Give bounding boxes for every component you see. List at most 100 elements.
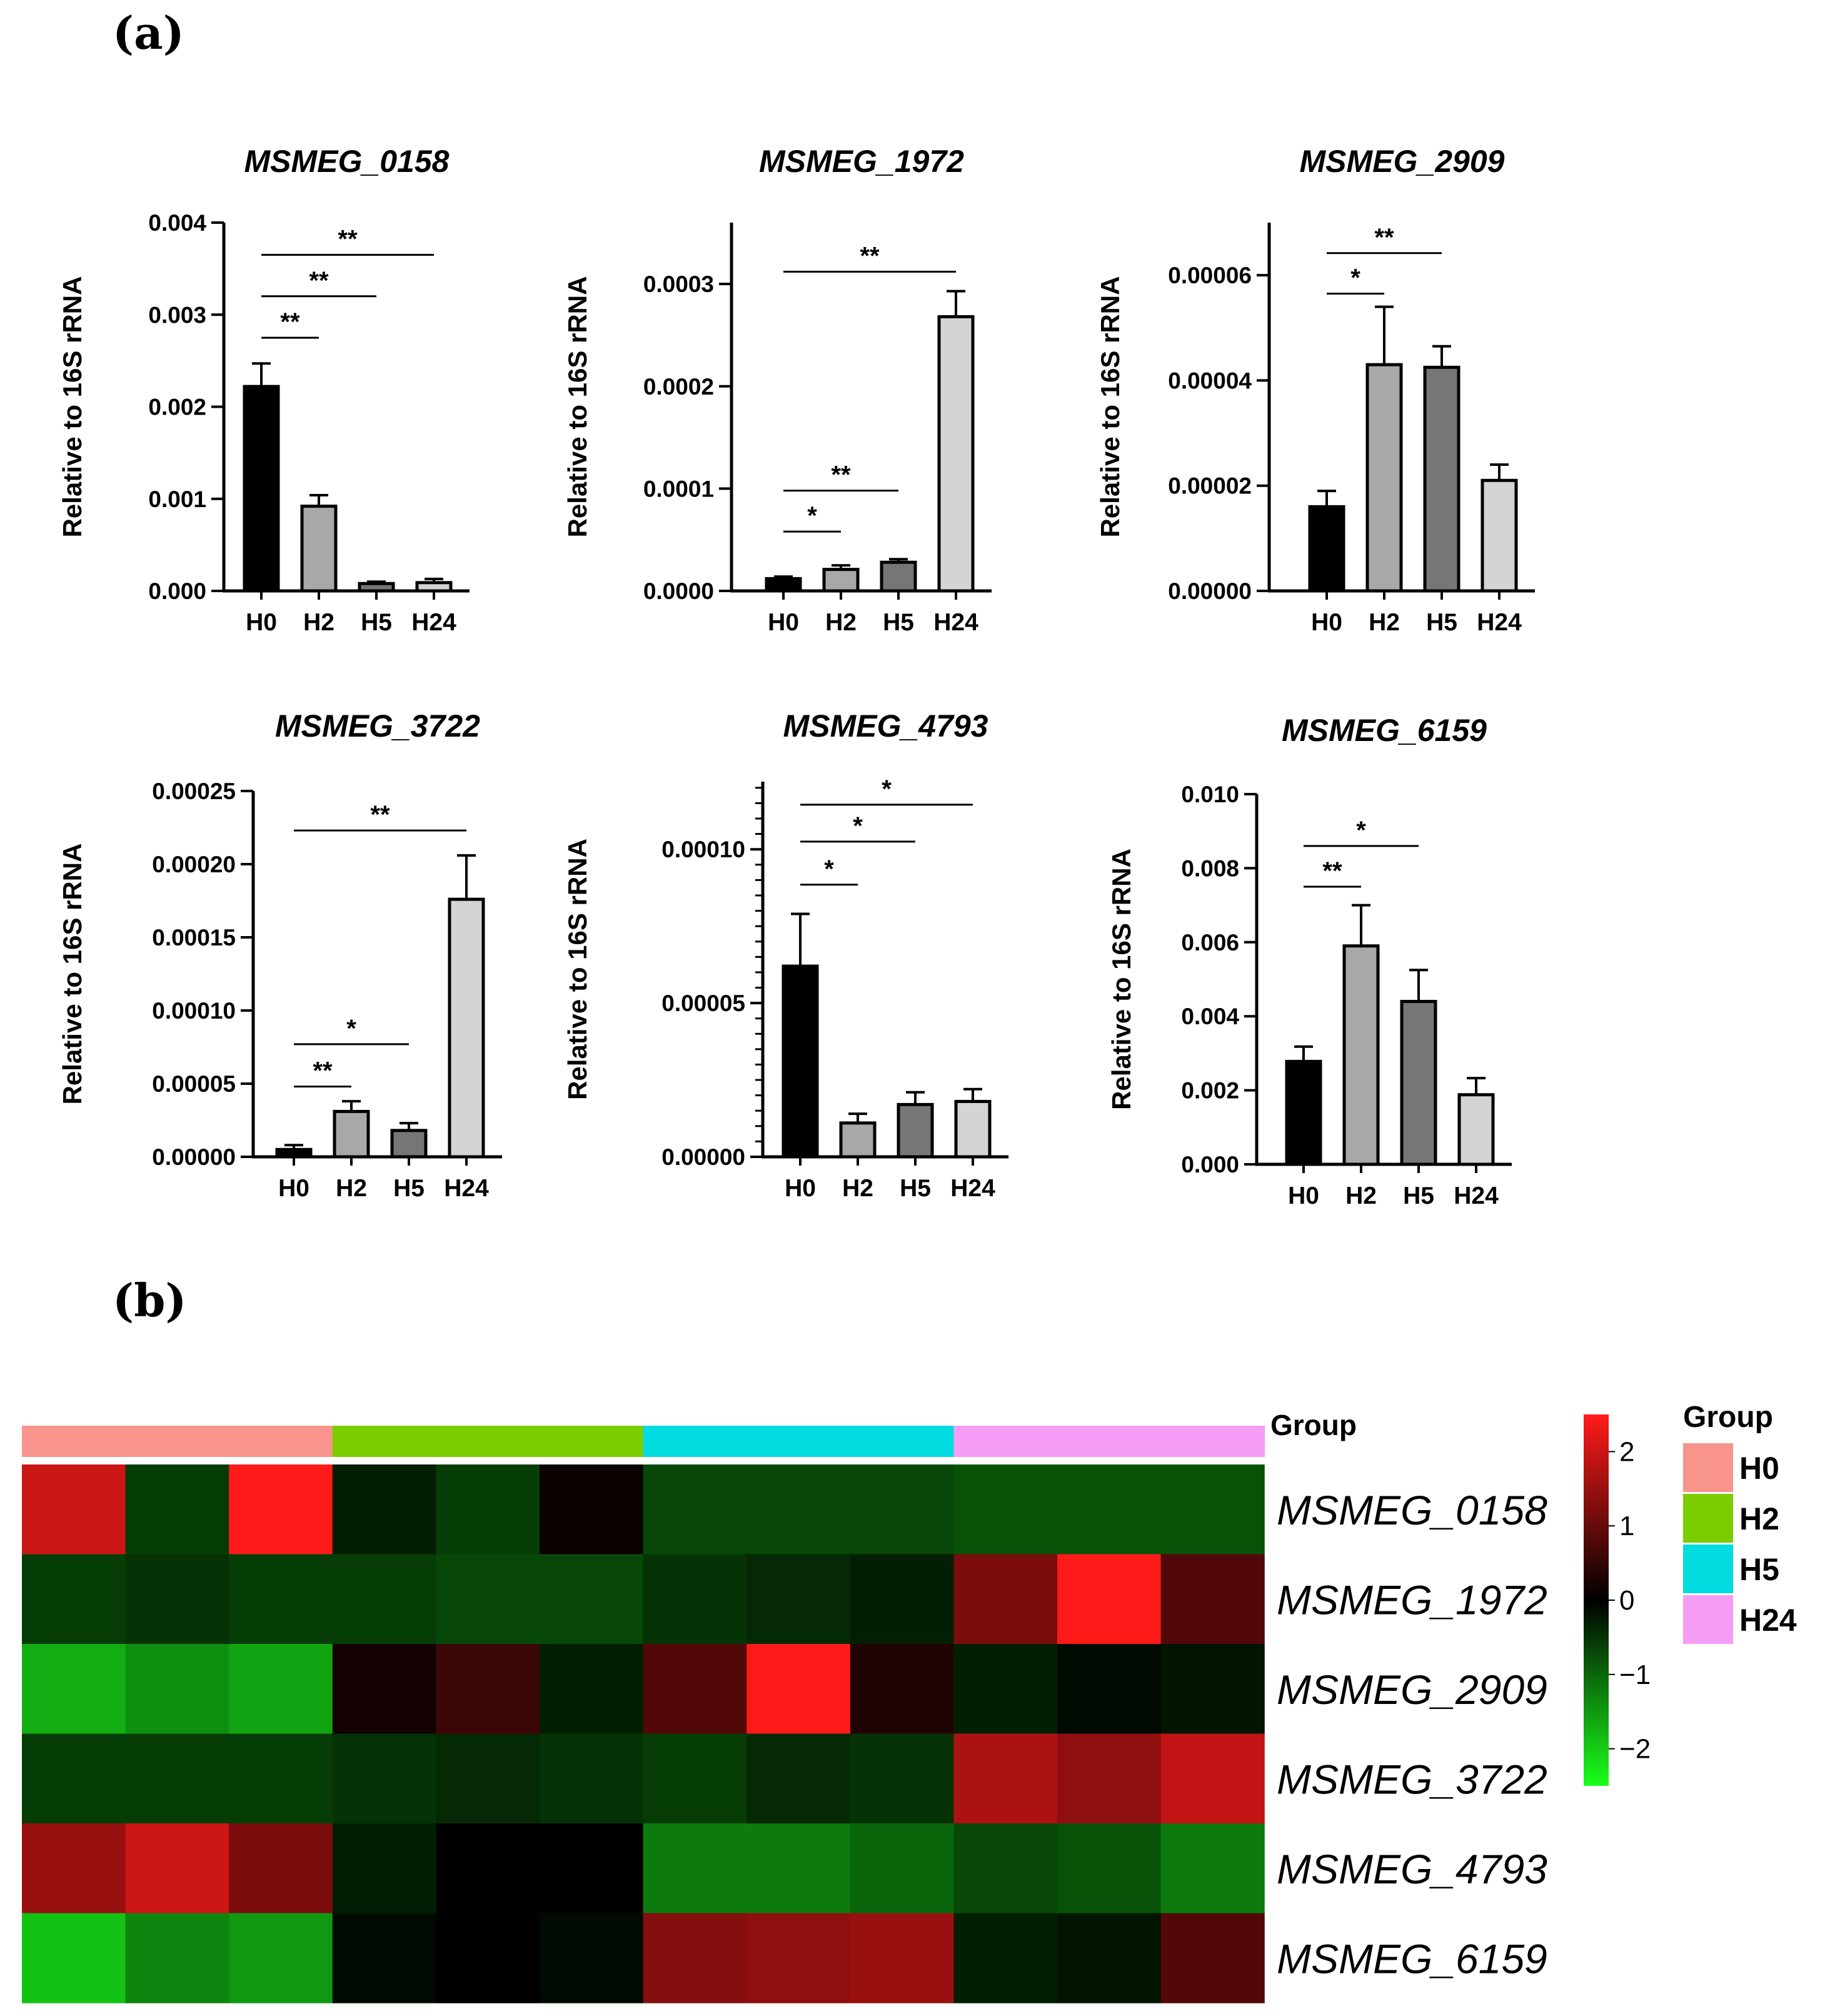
heatmap-cell — [332, 1644, 436, 1735]
bar-chart: MSMEG_4793 Relative to 16S rRNA 0.00000 0.0… — [563, 708, 1008, 1202]
chart-title: MSMEG_6159 — [1282, 713, 1487, 748]
heatmap-cell — [436, 1554, 540, 1645]
bar — [897, 1102, 934, 1159]
heatmap-cell — [436, 1733, 540, 1824]
heatmap-cell — [1057, 1913, 1162, 2003]
heatmap-cell — [643, 1554, 747, 1645]
y-tick-label: 0.00025 — [152, 779, 236, 804]
bar — [358, 582, 395, 593]
heatmap-cell — [125, 1464, 229, 1555]
significance-label: * — [1350, 265, 1360, 292]
significance-label: ** — [1322, 857, 1342, 885]
y-tick-label: 0.00000 — [661, 1144, 745, 1170]
bar — [1365, 363, 1403, 593]
legend-label: H2 — [1739, 1501, 1779, 1536]
heatmap-cell — [747, 1464, 851, 1555]
significance-label: ** — [280, 308, 300, 336]
colorbar-tick-label: 2 — [1619, 1436, 1634, 1467]
bar — [390, 1129, 428, 1159]
legend-title: Group — [1683, 1401, 1773, 1434]
bar-chart: MSMEG_3722 Relative to 16S rRNA 0.00000 0.0… — [58, 708, 502, 1202]
legend-label: H24 — [1739, 1603, 1797, 1638]
y-tick-label: 0.002 — [148, 395, 206, 420]
bar — [1481, 478, 1518, 593]
heatmap-cell — [1160, 1913, 1265, 2003]
heatmap-cell — [643, 1913, 747, 2003]
y-tick-label: 0.000 — [148, 578, 206, 604]
x-tick-label: H5 — [883, 609, 914, 636]
heatmap-cell — [953, 1464, 1058, 1555]
bar — [243, 385, 280, 593]
y-tick-label: 0.00004 — [1168, 368, 1252, 393]
y-tick-label: 0.0003 — [643, 271, 714, 297]
significance-label: * — [346, 1015, 356, 1042]
chart-title: MSMEG_4793 — [783, 708, 988, 743]
bar — [300, 505, 338, 593]
heatmap-cell — [643, 1464, 747, 1555]
colorbar-ticks: 2 1 0 −1 −2 — [1609, 1436, 1651, 1765]
heatmap: Group MSMEG_0158MSMEG_1972MSMEG_2909MSME… — [22, 1401, 1797, 2003]
group-annotation-cell — [1160, 1426, 1265, 1457]
significance-label: ** — [338, 226, 358, 253]
x-tick-label: H5 — [393, 1175, 425, 1202]
heatmap-cell — [850, 1464, 954, 1555]
heatmap-row-label: MSMEG_1972 — [1277, 1576, 1547, 1623]
group-annotation-cell — [1057, 1426, 1162, 1457]
heatmap-cell — [850, 1823, 954, 1914]
y-axis-label: Relative to 16S rRNA — [563, 276, 592, 538]
bar-chart: MSMEG_2909 Relative to 16S rRNA 0.00000 0.0… — [1095, 144, 1535, 636]
heatmap-cell — [125, 1823, 229, 1914]
heatmap-row-label: MSMEG_0158 — [1277, 1487, 1547, 1533]
group-annotation-cell — [22, 1426, 126, 1457]
heatmap-cell — [332, 1554, 436, 1645]
bar — [1400, 1000, 1437, 1166]
heatmap-cell — [1057, 1733, 1162, 1824]
colorbar — [1584, 1414, 1609, 1786]
heatmap-cell — [436, 1464, 540, 1555]
chart-title: MSMEG_3722 — [275, 708, 480, 743]
heatmap-cell — [850, 1644, 954, 1735]
x-tick-label: H24 — [1454, 1182, 1499, 1209]
heatmap-cell — [1160, 1464, 1265, 1555]
group-annotation-cell — [850, 1426, 955, 1457]
heatmap-cell — [22, 1464, 126, 1555]
chart-title: MSMEG_0158 — [244, 144, 450, 179]
legend-swatch — [1683, 1494, 1733, 1543]
heatmap-cell — [953, 1823, 1058, 1914]
y-tick-label: 0.00000 — [152, 1144, 236, 1170]
heatmap-cell — [332, 1913, 436, 2003]
heatmap-cell — [540, 1913, 644, 2003]
heatmap-cell — [332, 1464, 436, 1555]
bar — [448, 897, 485, 1159]
heatmap-cell — [229, 1913, 333, 2003]
heatmap-cell — [643, 1823, 747, 1914]
group-annotation-cell — [332, 1426, 437, 1457]
heatmap-cell — [747, 1733, 851, 1824]
bar-chart: MSMEG_0158 Relative to 16S rRNA 0.000 0.001… — [58, 144, 470, 636]
y-tick-label: 0.00000 — [1168, 578, 1252, 604]
heatmap-row-label: MSMEG_2909 — [1277, 1666, 1547, 1713]
y-tick-label: 0.00010 — [661, 837, 745, 862]
chart-title: MSMEG_2909 — [1300, 144, 1505, 179]
x-tick-label: H2 — [303, 609, 334, 636]
heatmap-cell — [747, 1554, 851, 1645]
significance-label: ** — [313, 1057, 333, 1085]
colorbar-tick-label: 0 — [1619, 1585, 1634, 1616]
x-tick-label: H0 — [246, 609, 277, 636]
colorbar-tick-label: 1 — [1619, 1511, 1634, 1541]
x-tick-label: H24 — [950, 1175, 995, 1202]
bar — [880, 560, 917, 593]
y-tick-label: 0.000 — [1181, 1152, 1239, 1177]
bar — [1285, 1059, 1322, 1166]
heatmap-cell — [1057, 1823, 1162, 1914]
x-tick-label: H0 — [278, 1175, 309, 1202]
bar — [937, 315, 975, 593]
x-tick-label: H24 — [1477, 609, 1522, 636]
x-tick-label: H24 — [933, 609, 978, 636]
x-tick-label: H2 — [336, 1175, 367, 1202]
significance-label: ** — [860, 243, 880, 270]
heatmap-cell — [953, 1913, 1058, 2003]
bar — [765, 577, 802, 593]
group-annotation-cell — [540, 1426, 644, 1457]
